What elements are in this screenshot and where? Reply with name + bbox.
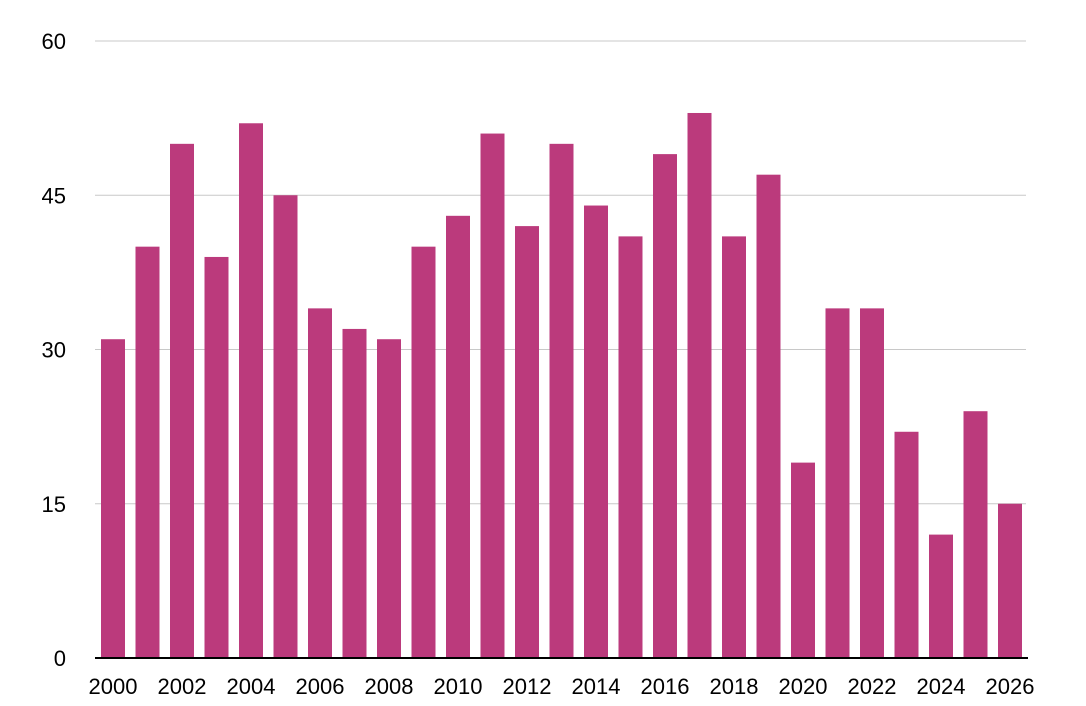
- bar-2013: [549, 143, 574, 659]
- bar-2016: [653, 154, 677, 658]
- bar-2010: [446, 215, 470, 659]
- x-tick-label: 2012: [503, 674, 552, 699]
- x-tick-label: 2018: [710, 674, 759, 699]
- bar-2026: [998, 503, 1022, 658]
- x-tick-labels: 2000 2002 2004 2006 2008 2010 2012 2014 2016 2018…: [89, 674, 1035, 699]
- bar-2012: [515, 226, 539, 658]
- bar-2002: [170, 143, 194, 659]
- bar-2015: [618, 236, 643, 658]
- x-tick-label: 2004: [227, 674, 276, 699]
- bar-2017: [687, 112, 712, 658]
- x-tick-label: 2024: [917, 674, 966, 699]
- bar-2022: [860, 308, 884, 658]
- bar-2007: [342, 328, 367, 658]
- x-tick-label: 2000: [89, 674, 138, 699]
- bar-2018: [722, 236, 746, 658]
- x-tick-label: 2006: [296, 674, 345, 699]
- bar-2021: [825, 308, 850, 658]
- x-tick-label: 2002: [158, 674, 207, 699]
- bar-2020: [791, 462, 815, 658]
- bar-2008: [377, 339, 401, 658]
- x-tick-label: 2008: [365, 674, 414, 699]
- bar-2001: [135, 246, 160, 658]
- y-tick-label: 30: [42, 338, 66, 363]
- y-tick-labels: 0 15 30 45 60: [42, 29, 66, 671]
- bar-2011: [480, 133, 505, 659]
- bar-2025: [963, 411, 988, 658]
- bar-2005: [273, 195, 298, 658]
- y-tick-label: 0: [54, 646, 66, 671]
- bar-2014: [584, 205, 608, 659]
- bar-2004: [239, 123, 263, 659]
- y-tick-label: 15: [42, 492, 66, 517]
- bar-2006: [308, 308, 332, 658]
- bar-2023: [894, 431, 919, 658]
- x-tick-label: 2014: [572, 674, 621, 699]
- bar-2024: [929, 534, 953, 658]
- y-tick-label: 60: [42, 29, 66, 54]
- x-tick-label: 2016: [641, 674, 690, 699]
- x-tick-label: 2010: [434, 674, 483, 699]
- x-tick-label: 2026: [986, 674, 1035, 699]
- bar-2019: [756, 174, 781, 658]
- bar-2003: [204, 256, 229, 658]
- bars: [101, 112, 1022, 659]
- y-tick-label: 45: [42, 183, 66, 208]
- x-tick-label: 2022: [848, 674, 897, 699]
- x-tick-label: 2020: [779, 674, 828, 699]
- bar-2009: [411, 246, 436, 658]
- bar-2000: [101, 339, 125, 658]
